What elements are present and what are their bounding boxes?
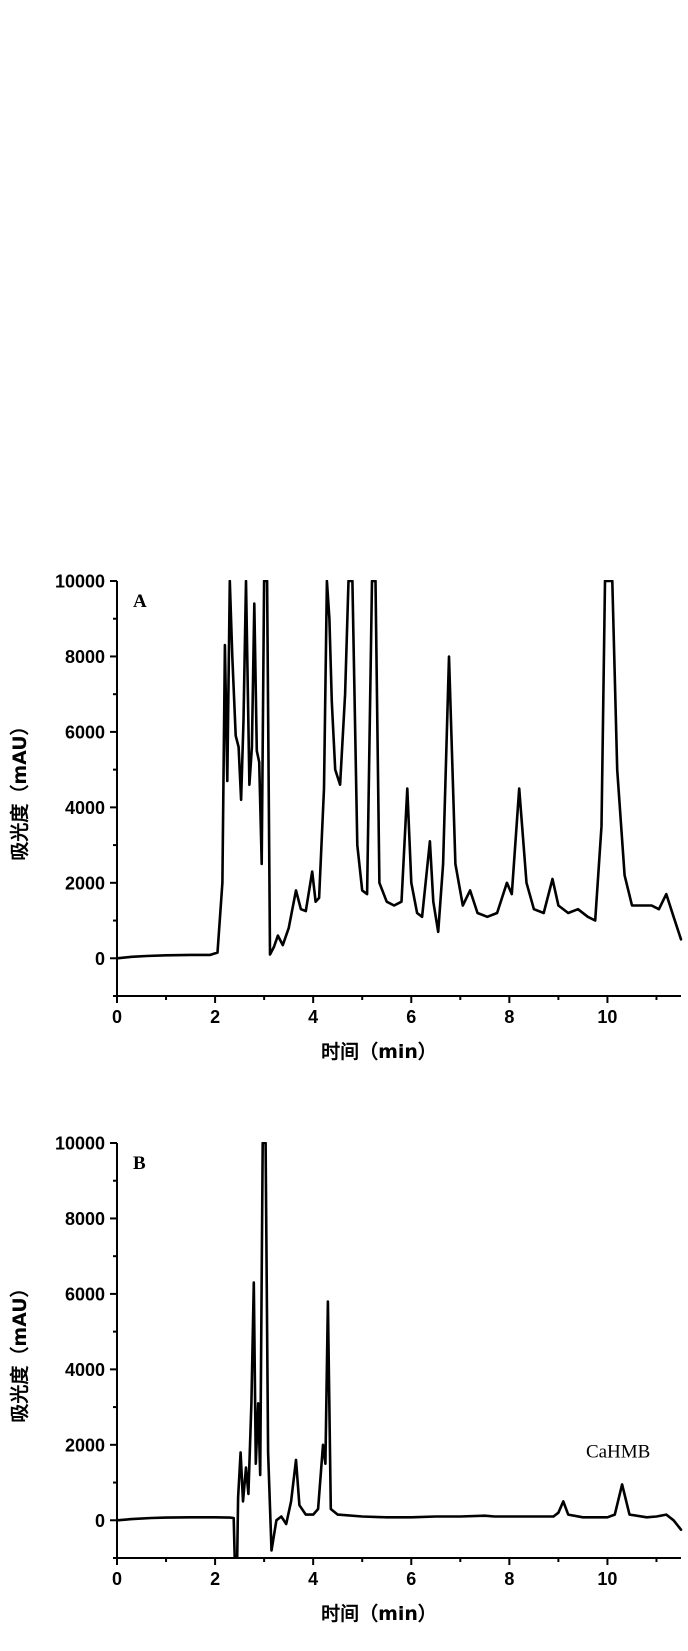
x-tick-label: 6 [406,1007,416,1027]
y-tick-label: 2000 [65,873,105,893]
chromatogram-trace [117,580,683,960]
x-axis-title: 时间（min） [321,1602,437,1625]
y-axis-title: 吸光度（mAU） [8,716,31,860]
peak-annotation: CaHMB [586,1442,650,1463]
y-tick-label: 6000 [65,1284,105,1304]
x-axis-title: 时间（min） [321,1040,437,1063]
x-tick-label: 2 [210,1007,220,1027]
x-tick-label: 10 [597,1569,617,1589]
y-tick-label: 10000 [55,1134,105,1154]
x-tick-label: 4 [308,1007,318,1027]
y-tick-label: 0 [95,1511,105,1531]
y-tick-label: 6000 [65,722,105,742]
chart-panel-b: 0 2000 4000 6000 8000 10000 0 2 4 6 8 10 时间（min） 吸光度（… [8,1134,683,1625]
x-tick-label: 2 [210,1569,220,1589]
y-tick-label: 2000 [65,1435,105,1455]
y-tick-label: 8000 [65,647,105,667]
x-tick-label: 10 [597,1007,617,1027]
x-tick-label: 0 [112,1569,122,1589]
y-tick-label: 8000 [65,1209,105,1229]
x-tick-label: 8 [504,1007,514,1027]
chart-panel-a: 0 2000 4000 6000 8000 10000 0 2 4 6 8 10 时间（min） 吸光度（… [8,572,683,1063]
panel-label: B [133,1153,146,1174]
x-tick-label: 4 [308,1569,318,1589]
y-tick-label: 4000 [65,798,105,818]
y-tick-label: 4000 [65,1360,105,1380]
y-tick-label: 0 [95,949,105,969]
chromatogram-trace [117,1142,683,1559]
x-tick-label: 8 [504,1569,514,1589]
x-tick-label: 6 [406,1569,416,1589]
y-tick-label: 10000 [55,572,105,592]
x-tick-label: 0 [112,1007,122,1027]
y-axis-title: 吸光度（mAU） [8,1278,31,1422]
panel-label: A [133,591,147,612]
